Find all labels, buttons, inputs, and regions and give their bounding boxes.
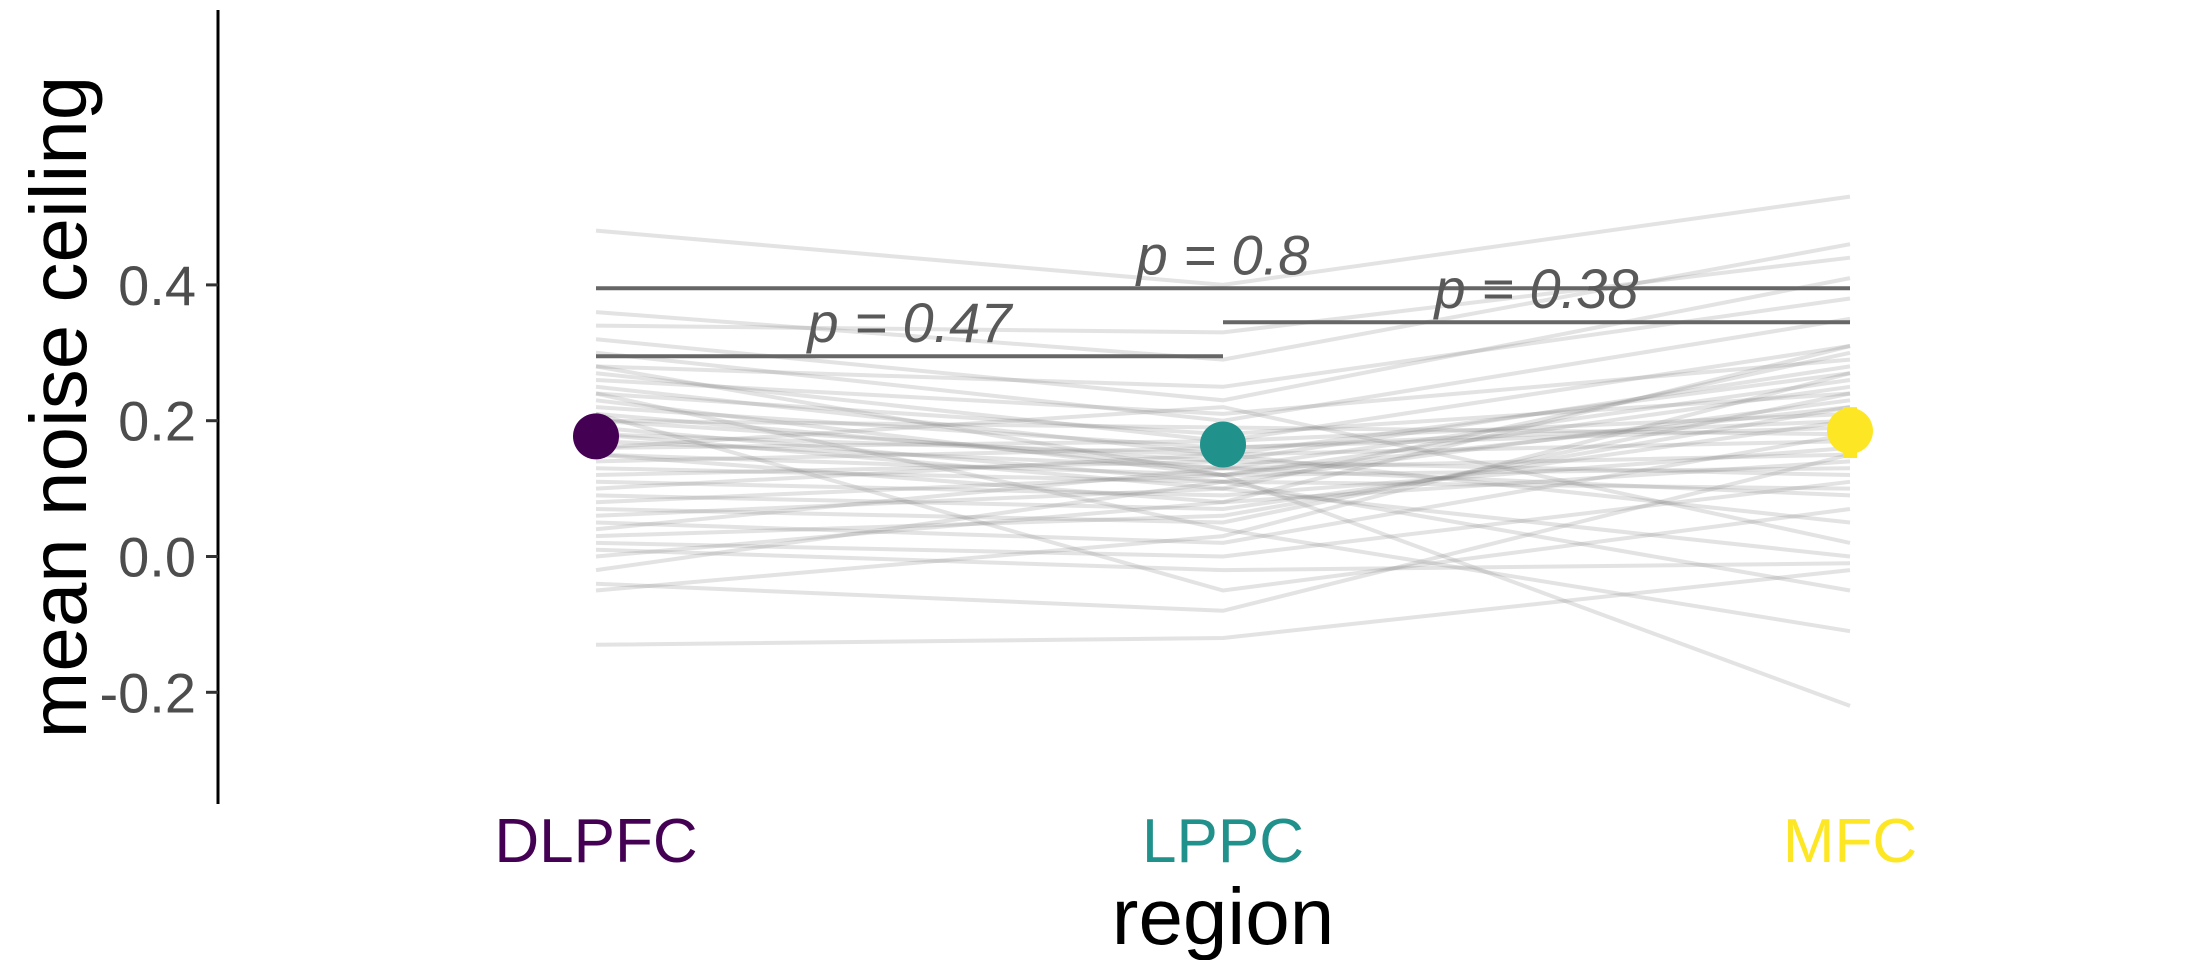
- subject-line: [595, 255, 1851, 335]
- subject-line: [595, 344, 1851, 559]
- subject-line: [595, 568, 1851, 647]
- subject-line: [595, 405, 1851, 545]
- y-tick-label: 0.4: [118, 254, 196, 317]
- subject-line: [595, 357, 1851, 416]
- x-tick-label-mfc: MFC: [1783, 807, 1917, 876]
- mean-point-dlpfc: [573, 413, 619, 460]
- subject-line: [595, 466, 1851, 532]
- mean-point-lppc: [1200, 421, 1246, 468]
- subject-line: [595, 371, 1851, 593]
- y-tick-label: 0.0: [118, 526, 196, 589]
- subject-line: [595, 411, 1851, 593]
- subject-line: [595, 194, 1851, 287]
- subject-line: [595, 242, 1851, 362]
- subject-line: [595, 350, 1851, 491]
- subject-line: [595, 466, 1851, 491]
- subject-line: [595, 479, 1851, 559]
- x-axis-title: region: [1112, 872, 1334, 960]
- mean-point-mfc: [1827, 407, 1873, 454]
- x-axis-labels: DLPFC LPPC MFC: [494, 807, 1917, 876]
- y-axis-ticks: 0.4 0.2 0.0 -0.2: [100, 254, 218, 724]
- subject-line: [595, 466, 1851, 505]
- mean-points: [573, 407, 1873, 468]
- subject-line: [595, 547, 1851, 573]
- significance-brackets: [596, 286, 1850, 359]
- subject-line: [595, 452, 1851, 505]
- subject-line: [595, 405, 1851, 539]
- x-tick-label-dlpfc: DLPFC: [494, 807, 697, 876]
- subject-line: [595, 486, 1851, 559]
- subject-line: [595, 391, 1851, 525]
- y-tick-label: 0.2: [118, 390, 196, 453]
- subject-line: [595, 296, 1851, 389]
- subject-line: [595, 364, 1851, 708]
- subject-line: [595, 445, 1851, 498]
- significance-label: p = 0.38: [1433, 257, 1639, 320]
- subject-line: [595, 316, 1851, 423]
- significance-label: p = 0.47: [806, 291, 1014, 354]
- significance-label: p = 0.8: [1135, 223, 1310, 286]
- significance-labels: p = 0.47 p = 0.8 p = 0.38: [806, 223, 1639, 354]
- x-tick-label-lppc: LPPC: [1142, 807, 1304, 876]
- y-axis-title: mean noise ceiling: [14, 76, 103, 739]
- subject-line: [595, 439, 1851, 471]
- subject-line: [595, 418, 1851, 512]
- subject-line: [595, 398, 1851, 478]
- subject-line: [595, 479, 1851, 593]
- subject-line: [595, 398, 1851, 484]
- subject-line: [595, 452, 1851, 613]
- subject-line: [595, 378, 1851, 471]
- subject-line: [595, 432, 1851, 545]
- y-tick-label: -0.2: [100, 661, 197, 724]
- subject-line: [595, 384, 1851, 478]
- subject-line: [595, 391, 1851, 634]
- subject-line: [595, 276, 1851, 403]
